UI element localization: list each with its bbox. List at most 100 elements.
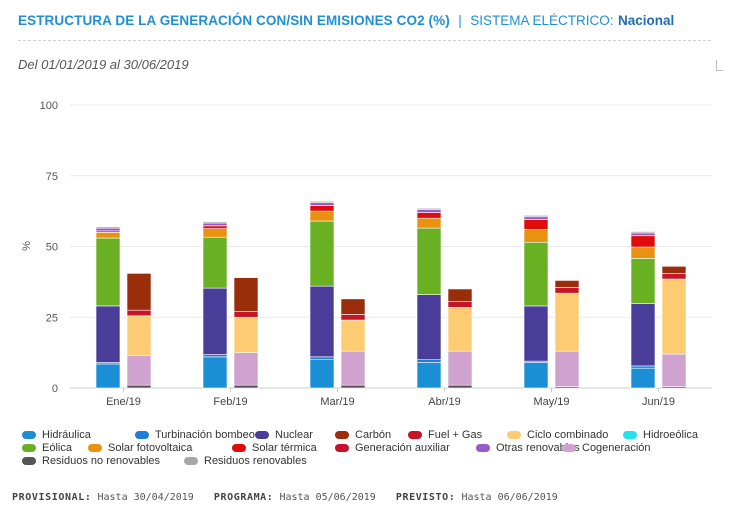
y-tick-label-75: 75: [46, 171, 58, 183]
bar-Mar-19-otras-renovables: [309, 202, 335, 206]
legend-label: Carbón: [355, 428, 392, 441]
x-tick-label-0: Ene/19: [106, 396, 141, 408]
y-tick-label-50: 50: [46, 242, 58, 254]
bar-Feb-19-ciclo-combinado: [233, 316, 259, 353]
provisional-value: Hasta 30/04/2019: [97, 492, 194, 503]
legend-label: Solar térmica: [252, 441, 317, 454]
legend-swatch: [232, 443, 246, 452]
legend-item-hidr-ulica[interactable]: Hidráulica: [22, 428, 91, 441]
chart-title: ESTRUCTURA DE LA GENERACIÓN CON/SIN EMIS…: [18, 13, 450, 28]
bar-Abr-19-turbinaci-n-bombeo: [416, 359, 442, 363]
bar-Ene-19-residuos-no-renovables: [126, 384, 152, 389]
legend-swatch: [623, 430, 637, 439]
programa-value: Hasta 05/06/2019: [279, 492, 376, 503]
bar-Jun-19-solar-t-rmica: [630, 235, 656, 248]
bar-Feb-19-turbinaci-n-bombeo: [202, 354, 228, 358]
bar-Feb-19-residuos-no-renovables: [233, 384, 259, 389]
period-range: Del 01/01/2019 al 30/06/2019: [18, 57, 189, 72]
bar-Jun-19-hidr-ulica: [630, 367, 656, 389]
legend-swatch: [562, 443, 576, 452]
y-tick-label-100: 100: [40, 100, 58, 112]
legend-item-hidroe-lica[interactable]: Hidroeólica: [623, 428, 698, 441]
legend-item-e-lica[interactable]: Eólica: [22, 441, 72, 454]
legend-swatch: [476, 443, 490, 452]
legend-item-nuclear[interactable]: Nuclear: [255, 428, 313, 441]
legend-swatch: [88, 443, 102, 452]
x-tick-label-3: Abr/19: [428, 396, 460, 408]
x-tick-label-1: Feb/19: [213, 396, 247, 408]
bar-Mar-19-residuos-renovables: [309, 200, 335, 203]
legend-label: Solar fotovoltaica: [108, 441, 193, 454]
legend-item-turbinaci-n-bombeo[interactable]: Turbinación bombeo: [135, 428, 255, 441]
legend-label: Fuel + Gas: [428, 428, 483, 441]
legend-swatch: [335, 443, 349, 452]
bar-Mar-19-cogeneraci-n: [340, 350, 366, 386]
bar-Feb-19-hidr-ulica: [202, 356, 228, 389]
y-tick-label-25: 25: [46, 312, 58, 324]
legend-swatch: [335, 430, 349, 439]
legend-item-solar-t-rmica[interactable]: Solar térmica: [232, 441, 317, 454]
title-separator: |: [458, 13, 462, 28]
legend-swatch: [135, 430, 149, 439]
bar-Abr-19-hidr-ulica: [416, 362, 442, 389]
programa-label: PROGRAMA:: [213, 492, 274, 503]
legend-item-residuos-renovables[interactable]: Residuos renovables: [184, 454, 307, 467]
chart-header: ESTRUCTURA DE LA GENERACIÓN CON/SIN EMIS…: [18, 12, 711, 41]
bar-Mar-19-fuel-gas: [340, 314, 366, 321]
system-label: SISTEMA ELÉCTRICO:: [470, 13, 614, 28]
legend-item-otras-renovables[interactable]: Otras renovables: [476, 441, 580, 454]
bar-Ene-19-fuel-gas: [126, 309, 152, 317]
bar-May-19-hidr-ulica: [523, 362, 549, 389]
bar-Mar-19-carb-n: [340, 298, 366, 315]
bar-Feb-19-carb-n: [233, 277, 259, 312]
bar-May-19-otras-renovables: [523, 216, 549, 220]
bar-Abr-19-e-lica: [416, 227, 442, 295]
legend-item-solar-fotovoltaica[interactable]: Solar fotovoltaica: [88, 441, 192, 454]
bar-Mar-19-residuos-no-renovables: [340, 384, 366, 389]
bar-Ene-19-otras-renovables: [95, 227, 121, 232]
bar-Abr-19-nuclear: [416, 294, 442, 360]
provisional-label: PROVISIONAL:: [12, 492, 92, 503]
bar-May-19-carb-n: [554, 280, 580, 288]
bar-Ene-19-hidr-ulica: [95, 363, 121, 389]
legend-item-cogeneraci-n[interactable]: Cogeneración: [562, 441, 651, 454]
legend-item-fuel-gas[interactable]: Fuel + Gas: [408, 428, 482, 441]
bar-Feb-19-solar-t-rmica: [202, 225, 228, 229]
legend-item-residuos-no-renovables[interactable]: Residuos no renovables: [22, 454, 160, 467]
y-axis-label: %: [21, 241, 33, 251]
y-tick-label-0: 0: [52, 383, 58, 395]
bar-Mar-19-ciclo-combinado: [340, 319, 366, 352]
bar-Jun-19-residuos-renovables: [630, 231, 656, 234]
bar-Feb-19-fuel-gas: [233, 311, 259, 318]
bar-Ene-19-nuclear: [95, 305, 121, 363]
legend-item-generaci-n-auxiliar[interactable]: Generación auxiliar: [335, 441, 450, 454]
legend-label: Hidráulica: [42, 428, 91, 441]
bar-Abr-19-solar-t-rmica: [416, 212, 442, 219]
bar-Mar-19-e-lica: [309, 220, 335, 287]
bar-Mar-19-nuclear: [309, 285, 335, 358]
previsto-label: PREVISTO:: [395, 492, 456, 503]
system-value[interactable]: Nacional: [618, 13, 675, 28]
legend-item-carb-n[interactable]: Carbón: [335, 428, 391, 441]
previsto-value: Hasta 06/06/2019: [461, 492, 558, 503]
legend-swatch: [22, 456, 36, 465]
bar-Abr-19-carb-n: [447, 288, 473, 302]
bar-May-19-residuos-renovables: [523, 215, 549, 218]
legend-item-ciclo-combinado[interactable]: Ciclo combinado: [507, 428, 608, 441]
legend-swatch: [184, 456, 198, 465]
bar-May-19-solar-fotovoltaica: [523, 229, 549, 243]
stacked-bar-chart: 0 25 50 75 100% Ene/19 Feb/19 Mar/19 Abr/19 May/1…: [21, 100, 712, 408]
bar-May-19-solar-t-rmica: [523, 219, 549, 230]
bar-Jun-19-ciclo-combinado: [661, 278, 687, 355]
legend-label: Eólica: [42, 441, 72, 454]
legend-label: Generación auxiliar: [355, 441, 450, 454]
legend-label: Cogeneración: [582, 441, 651, 454]
bar-Jun-19-cogeneraci-n: [661, 353, 687, 387]
legend-label: Hidroeólica: [643, 428, 699, 441]
bar-Ene-19-cogeneraci-n: [126, 355, 152, 386]
bar-Mar-19-solar-fotovoltaica: [309, 210, 335, 222]
legend-swatch: [255, 430, 269, 439]
bar-Feb-19-nuclear: [202, 287, 228, 355]
bar-Mar-19-turbinaci-n-bombeo: [309, 356, 335, 360]
bar-Ene-19-carb-n: [126, 273, 152, 311]
